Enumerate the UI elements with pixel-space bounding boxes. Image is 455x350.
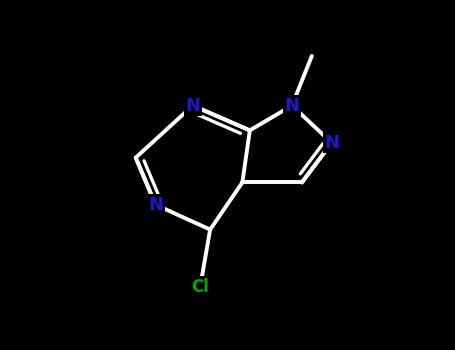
Text: N: N [284, 97, 299, 114]
Text: N: N [185, 97, 200, 114]
Text: N: N [148, 196, 163, 214]
Text: Cl: Cl [191, 278, 209, 296]
Text: N: N [324, 134, 339, 152]
